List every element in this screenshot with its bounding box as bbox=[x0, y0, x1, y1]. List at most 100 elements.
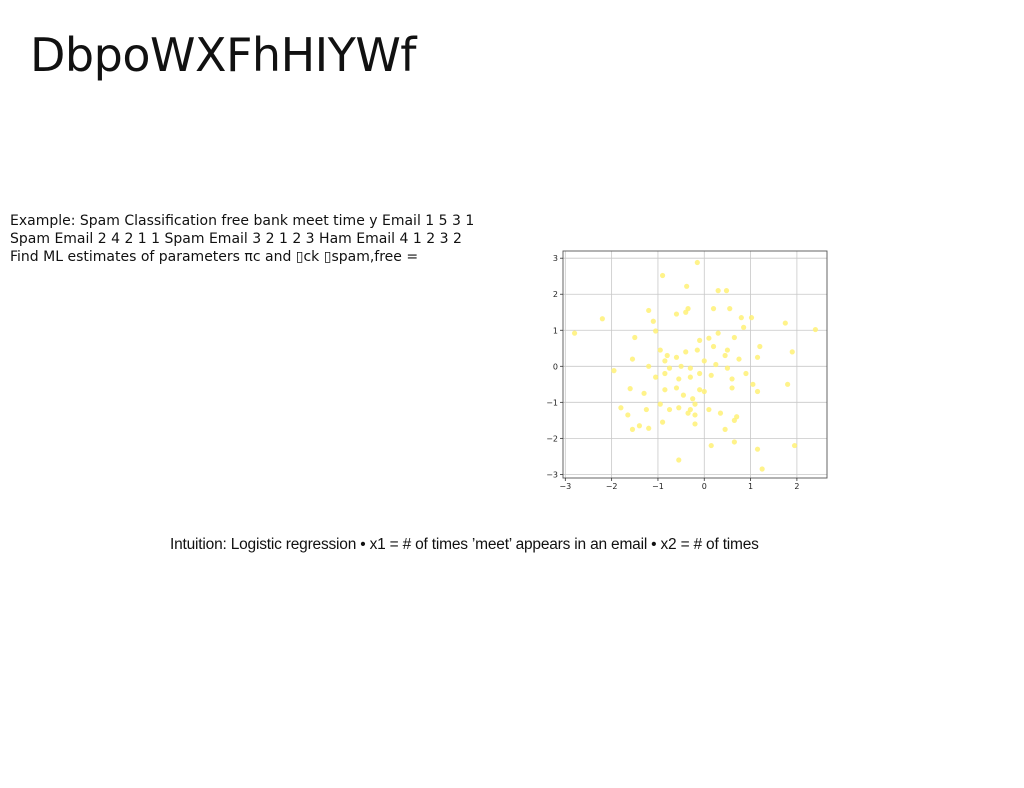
data-point bbox=[683, 349, 689, 355]
data-point bbox=[697, 387, 703, 393]
data-point bbox=[618, 405, 624, 411]
data-point bbox=[627, 386, 633, 392]
data-point bbox=[625, 412, 631, 418]
data-point bbox=[664, 352, 670, 359]
data-point bbox=[690, 396, 696, 402]
data-point bbox=[715, 330, 721, 336]
plot-frame bbox=[562, 250, 828, 479]
data-point bbox=[759, 466, 765, 472]
data-point bbox=[676, 376, 682, 382]
data-point bbox=[727, 306, 733, 312]
data-point bbox=[724, 347, 731, 353]
data-point bbox=[782, 320, 788, 326]
data-point bbox=[706, 406, 712, 413]
data-point bbox=[715, 288, 721, 294]
data-point bbox=[734, 414, 740, 420]
data-point bbox=[710, 343, 717, 350]
data-point bbox=[729, 385, 735, 391]
data-point bbox=[629, 426, 636, 432]
data-point bbox=[692, 421, 698, 427]
data-point bbox=[750, 381, 756, 387]
y-tick-label: 1 bbox=[553, 326, 558, 335]
x-tick-label: 1 bbox=[748, 482, 753, 491]
data-point bbox=[812, 326, 819, 333]
x-tick-label: 2 bbox=[794, 482, 799, 491]
data-point bbox=[687, 374, 693, 380]
data-point bbox=[611, 368, 617, 374]
data-point bbox=[650, 318, 656, 324]
x-tick-label: −2 bbox=[606, 482, 618, 491]
y-tick-label: 3 bbox=[553, 254, 558, 263]
data-point bbox=[754, 354, 761, 360]
data-point bbox=[659, 419, 666, 425]
data-point bbox=[736, 356, 742, 362]
data-point bbox=[636, 423, 643, 429]
x-tick-label: −3 bbox=[559, 482, 571, 491]
data-point bbox=[754, 446, 761, 452]
example-text-block: Example: Spam Classification free bank m… bbox=[10, 212, 530, 266]
data-point bbox=[599, 316, 605, 322]
data-point bbox=[657, 401, 663, 407]
data-point bbox=[680, 392, 687, 398]
y-tick-label: 0 bbox=[553, 362, 558, 371]
intuition-text: Intuition: Logistic regression • x1 = # … bbox=[170, 536, 759, 553]
data-point bbox=[646, 307, 652, 314]
data-point bbox=[676, 405, 682, 411]
data-point bbox=[646, 425, 652, 431]
data-point bbox=[697, 370, 703, 377]
data-point bbox=[708, 372, 714, 378]
data-point bbox=[717, 410, 724, 416]
data-point bbox=[641, 390, 647, 396]
data-point bbox=[685, 410, 691, 416]
data-point bbox=[673, 385, 680, 391]
data-point bbox=[713, 361, 719, 368]
data-point bbox=[646, 363, 652, 369]
data-point bbox=[629, 356, 636, 362]
data-point bbox=[701, 358, 707, 364]
data-point bbox=[659, 272, 666, 279]
data-point bbox=[754, 388, 761, 395]
data-point bbox=[708, 442, 714, 449]
data-point bbox=[643, 406, 649, 413]
data-point bbox=[743, 370, 749, 377]
data-point bbox=[697, 337, 703, 343]
data-point bbox=[666, 365, 673, 371]
data-point bbox=[789, 349, 795, 355]
data-point bbox=[701, 388, 707, 395]
data-point bbox=[741, 324, 747, 330]
y-tick-label: −2 bbox=[546, 434, 558, 443]
data-point bbox=[657, 347, 663, 353]
data-point bbox=[724, 365, 731, 371]
data-point bbox=[723, 288, 730, 294]
example-line-3: Find ML estimates of parameters πc and ▯… bbox=[10, 249, 419, 265]
data-point bbox=[673, 354, 680, 360]
data-point bbox=[731, 334, 737, 341]
x-tick-label: 0 bbox=[702, 482, 707, 491]
data-point bbox=[662, 358, 668, 364]
data-point bbox=[692, 401, 698, 407]
data-point bbox=[662, 370, 668, 377]
data-point bbox=[678, 363, 684, 369]
y-tick-label: 2 bbox=[553, 290, 558, 299]
data-point bbox=[791, 442, 798, 449]
data-point bbox=[632, 334, 638, 341]
x-tick-label: −1 bbox=[652, 482, 664, 491]
data-point bbox=[706, 335, 712, 341]
data-point bbox=[684, 283, 690, 289]
data-point bbox=[738, 315, 744, 321]
data-point bbox=[694, 259, 700, 266]
data-point bbox=[731, 439, 737, 445]
data-point bbox=[757, 343, 763, 350]
scatter-plot-svg: −3 −2 −1 0 1 2 −3 −2 −1 0 1 2 3 bbox=[546, 250, 828, 491]
data-point bbox=[785, 381, 791, 387]
y-tick-label: −1 bbox=[546, 398, 558, 407]
data-point bbox=[571, 330, 578, 336]
data-point bbox=[722, 426, 728, 432]
plot-area bbox=[563, 251, 827, 478]
example-line-1: Example: Spam Classification free bank m… bbox=[10, 213, 475, 229]
example-line-2: Spam Email 2 4 2 1 1 Spam Email 3 2 1 2 … bbox=[10, 231, 462, 247]
data-point bbox=[694, 347, 700, 353]
data-point bbox=[748, 315, 755, 321]
data-point bbox=[710, 306, 717, 312]
data-point bbox=[685, 306, 691, 312]
